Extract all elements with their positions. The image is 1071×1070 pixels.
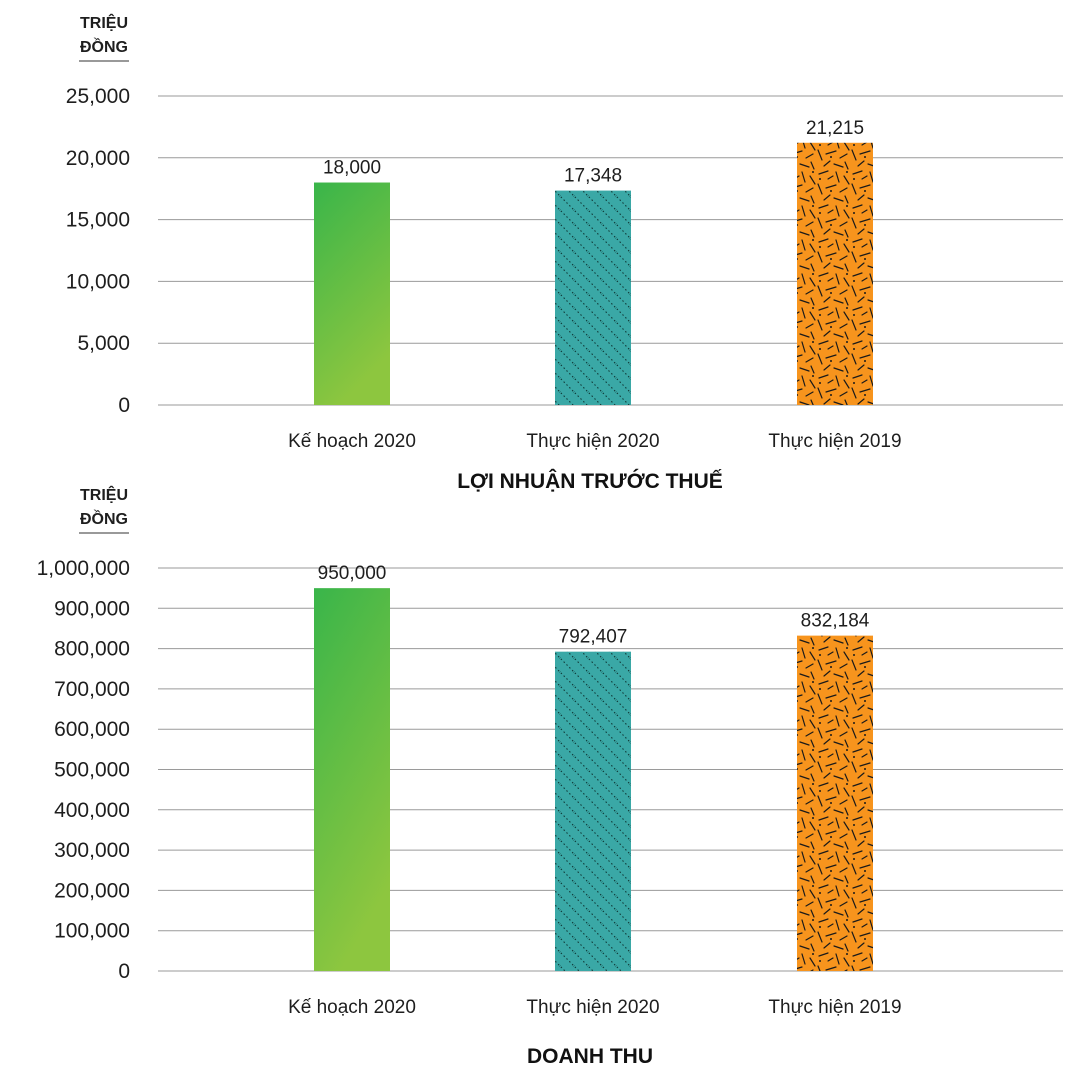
data-label: 832,184 (801, 611, 870, 632)
y-tick-label: 800,000 (54, 638, 130, 661)
data-label: 17,348 (564, 166, 622, 187)
y-tick-label: 900,000 (54, 597, 130, 620)
chart-title: DOANH THU (527, 1045, 653, 1068)
x-category-label: Thực hiện 2019 (768, 997, 901, 1018)
data-label: 21,215 (806, 118, 864, 139)
y-tick-label: 5,000 (77, 332, 130, 355)
data-label: 792,407 (559, 627, 628, 648)
y-unit-label-line2: ĐỒNG (80, 37, 128, 56)
x-category-label: Thực hiện 2020 (526, 431, 659, 452)
x-category-label: Kế hoạch 2020 (288, 431, 416, 452)
y-tick-label: 15,000 (66, 209, 130, 232)
x-category-label: Thực hiện 2019 (768, 431, 901, 452)
y-tick-label: 700,000 (54, 678, 130, 701)
bar-2 (555, 651, 631, 971)
bar-2 (555, 190, 631, 405)
bar-3 (797, 142, 873, 405)
x-category-label: Thực hiện 2020 (526, 997, 659, 1018)
bar-1 (314, 182, 390, 405)
y-unit-label-line1: TRIỆU (80, 13, 128, 32)
y-tick-label: 0 (118, 394, 130, 417)
bar-3 (797, 635, 873, 971)
y-tick-label: 500,000 (54, 759, 130, 782)
y-tick-label: 400,000 (54, 799, 130, 822)
y-tick-label: 300,000 (54, 839, 130, 862)
x-category-label: Kế hoạch 2020 (288, 997, 416, 1018)
data-label: 18,000 (323, 158, 381, 179)
bar-1 (314, 588, 390, 971)
y-unit-label-line2: ĐỒNG (80, 509, 128, 528)
chart-title: LỢI NHUẬN TRƯỚC THUẾ (457, 469, 723, 493)
y-tick-label: 0 (118, 960, 130, 983)
y-tick-label: 25,000 (66, 85, 130, 108)
y-tick-label: 10,000 (66, 270, 130, 293)
y-tick-label: 1,000,000 (37, 557, 130, 580)
y-tick-label: 100,000 (54, 920, 130, 943)
data-label: 950,000 (318, 563, 387, 584)
y-tick-label: 600,000 (54, 718, 130, 741)
y-tick-label: 200,000 (54, 879, 130, 902)
y-unit-label-line1: TRIỆU (80, 485, 128, 504)
y-tick-label: 20,000 (66, 147, 130, 170)
